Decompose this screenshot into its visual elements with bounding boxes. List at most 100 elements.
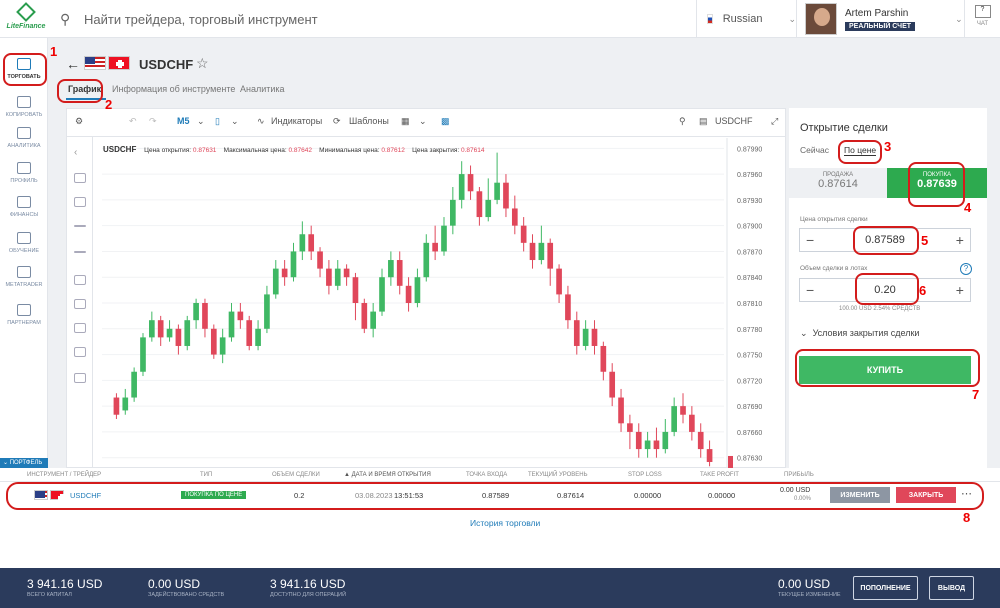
tab-instrument-info[interactable]: Информация об инструменте <box>112 84 236 94</box>
copy-icon[interactable] <box>74 323 86 333</box>
sidebar-item-label: АНАЛИТИКА <box>7 143 41 149</box>
plus-icon[interactable]: + <box>955 282 964 298</box>
sidebar-item-partners[interactable]: ПАРТНЕРАМ <box>0 304 48 326</box>
buy-price: 0.87639 <box>917 178 957 190</box>
candle-body <box>166 328 173 338</box>
trash-icon[interactable] <box>74 373 86 383</box>
sidebar-item-label: ТОРГОВАТЬ <box>7 74 41 80</box>
collapse-icon[interactable]: ‹ <box>74 147 78 158</box>
annotation-circle <box>57 79 103 103</box>
templates-button[interactable]: Шаблоны <box>349 116 389 126</box>
marker-icon[interactable] <box>74 197 86 207</box>
col-take-profit: TAKE PROFIT <box>700 472 739 478</box>
close-conditions-label: Условия закрытия сделки <box>812 328 920 338</box>
indicators-button[interactable]: Индикаторы <box>271 116 323 126</box>
sidebar-item-copy[interactable]: КОПИРОВАТЬ <box>0 96 48 118</box>
candle-body <box>370 311 376 329</box>
minus-icon[interactable]: − <box>806 232 815 248</box>
mode-now-option[interactable]: Сейчас <box>800 145 830 155</box>
plus-icon[interactable]: + <box>955 232 964 248</box>
chat-button[interactable]: ? ЧАТ <box>964 0 1000 38</box>
sidebar-item-finance[interactable]: ФИНАНСЫ <box>0 196 48 218</box>
change-label: ТЕКУЩЕЕ ИЗМЕНЕНИЕ <box>778 592 841 598</box>
candlestick-chart[interactable]: 0.87990 0.87960 0.87930 0.87900 0.87870 0.878… <box>94 138 786 468</box>
candle-body <box>653 440 660 450</box>
brush-icon[interactable] <box>74 173 86 183</box>
candles-icon[interactable]: ▯ <box>215 116 220 126</box>
deposit-button[interactable]: ПОПОЛНЕНИЕ <box>853 576 918 600</box>
language-selector[interactable]: Russian ⌄ <box>696 0 796 38</box>
close-conditions-toggle[interactable]: ⌄ Условия закрытия сделки <box>800 328 919 339</box>
available-value: 3 941.16 USD <box>270 577 346 591</box>
horizontal-line-icon[interactable] <box>74 251 86 253</box>
sidebar-item-metatrader[interactable]: METATRADER <box>0 266 48 288</box>
edit-button[interactable]: ИЗМЕНИТЬ <box>830 487 890 503</box>
calendar-icon[interactable]: ▦ <box>401 116 410 126</box>
back-arrow-icon[interactable]: ← <box>66 56 80 72</box>
help-icon[interactable]: ? <box>960 263 972 275</box>
portfolio-tab[interactable]: ⌄ ПОРТФЕЛЬ <box>0 458 48 468</box>
y-tick-label: 0.87960 <box>737 172 762 179</box>
chevron-down-icon[interactable]: ⌄ <box>419 116 427 126</box>
tab-analytics[interactable]: Аналитика <box>240 84 285 94</box>
redo-icon[interactable]: ↷ <box>149 116 157 126</box>
sidebar-item-analytics[interactable]: АНАЛИТИКА <box>0 127 48 149</box>
search-icon[interactable]: ⚲ <box>679 116 686 126</box>
buy-submit-button[interactable]: КУПИТЬ <box>799 356 971 384</box>
buy-toggle-button[interactable]: ПОКУПКА 0.87639 <box>887 168 987 198</box>
usa-flag-icon <box>84 56 106 70</box>
volume-stepper[interactable]: − 0.20 + <box>799 278 971 302</box>
candle-body <box>157 320 164 338</box>
lock-icon[interactable] <box>74 347 86 357</box>
settings-gear-icon[interactable]: ⚙ <box>75 116 84 126</box>
sidebar-item-education[interactable]: ОБУЧЕНИЕ <box>0 232 48 254</box>
line-icon[interactable] <box>74 225 86 227</box>
volume-value[interactable]: 0.20 <box>874 284 896 296</box>
candle-body <box>520 225 527 243</box>
row-current: 0.87614 <box>557 491 585 500</box>
search-bar[interactable]: ⚲ <box>56 6 676 32</box>
fullscreen-icon[interactable]: ⤢ <box>771 116 779 126</box>
chart-symbol-label[interactable]: USDCHF <box>715 116 753 126</box>
undo-icon[interactable]: ↶ <box>129 116 137 126</box>
bar-chart-icon[interactable]: ▩ <box>441 116 450 126</box>
table-row[interactable]: USDCHF 0.2 03.08.2023 13:51:53 0.87589 0… <box>0 482 1000 508</box>
chevron-down-icon[interactable]: ⌄ <box>231 116 239 126</box>
more-options-icon[interactable]: ⋯ <box>961 488 972 500</box>
open-price-stepper[interactable]: − 0.87589 + <box>799 228 971 252</box>
candle-body <box>175 328 182 346</box>
open-price-value[interactable]: 0.87589 <box>865 234 905 246</box>
chart-panel: ⚙ ↶ ↷ M5 ⌄ ▯ ⌄ ∿ Индикаторы ⟳ Шаблоны ▦ … <box>66 108 786 468</box>
sidebar-item-label: ПРОФИЛЬ <box>10 178 38 184</box>
user-menu[interactable]: Artem Parshin РЕАЛЬНЫЙ СЧЕТ ⌄ <box>796 0 964 38</box>
row-symbol[interactable]: USDCHF <box>70 491 102 500</box>
favorite-star-icon[interactable]: ☆ <box>196 55 209 71</box>
chevron-down-icon[interactable]: ⌄ <box>197 116 205 126</box>
trade-history-link[interactable]: История торговли <box>470 518 541 528</box>
magnet-icon[interactable] <box>74 275 86 285</box>
user-name: Artem Parshin <box>845 7 909 19</box>
col-instrument: ИНСТРУМЕНТ / ТРЕЙДЕР <box>27 472 102 478</box>
tab-chart[interactable]: График <box>68 84 102 94</box>
withdraw-button[interactable]: ВЫВОД <box>929 576 974 600</box>
sidebar-item-profile[interactable]: ПРОФИЛЬ <box>0 162 48 184</box>
mode-price-option[interactable]: По цене <box>844 145 877 156</box>
interval-selector[interactable]: M5 <box>177 116 190 126</box>
sell-button[interactable]: ПРОДАЖА 0.87614 <box>789 168 887 198</box>
row-flags <box>34 490 66 502</box>
logo[interactable]: LiteFinance <box>4 2 48 35</box>
col-date[interactable]: ▲ ДАТА И ВРЕМЯ ОТКРЫТИЯ <box>344 472 431 478</box>
sell-label: ПРОДАЖА <box>822 172 854 178</box>
chat-icon: ? <box>974 5 991 18</box>
layers-icon[interactable] <box>74 299 86 309</box>
candle-body <box>627 423 633 432</box>
candle-body <box>600 345 607 372</box>
save-icon[interactable]: ▤ <box>699 116 708 126</box>
current-price-marker <box>728 455 733 468</box>
sidebar-item-trade[interactable]: ТОРГОВАТЬ <box>0 58 48 80</box>
minus-icon[interactable]: − <box>806 282 815 298</box>
candle-body <box>317 251 323 269</box>
close-button[interactable]: ЗАКРЫТЬ <box>896 487 956 503</box>
order-panel: Открытие сделки Сейчас По цене ПРОДАЖА 0… <box>789 108 987 468</box>
search-input[interactable] <box>84 11 644 27</box>
